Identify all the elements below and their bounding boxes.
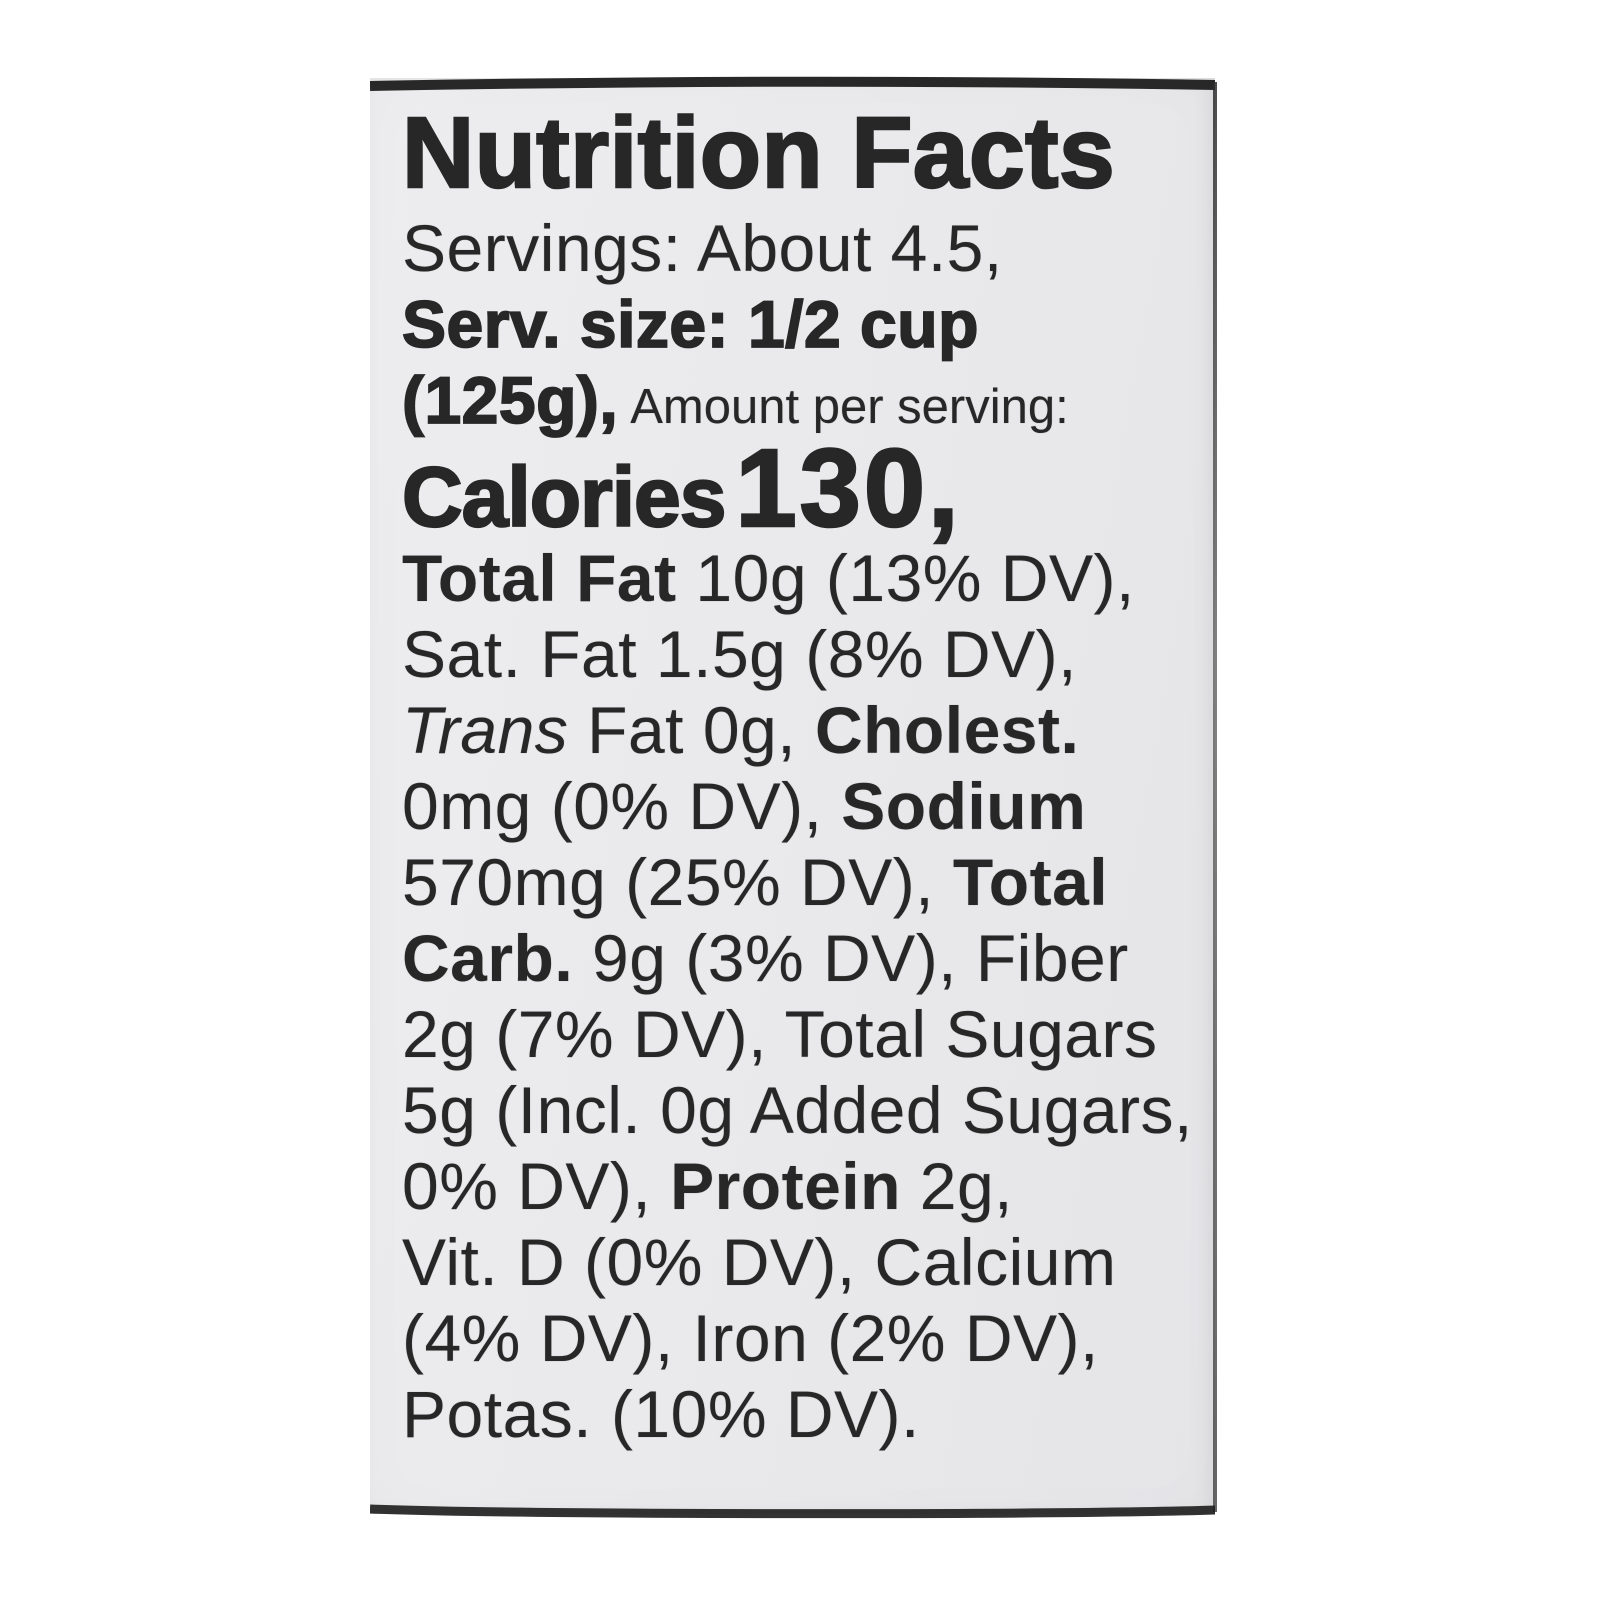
- label-line: 570mg (25% DV), Total: [402, 844, 1195, 920]
- text-segment: Serv. size: 1/2 cup: [401, 286, 979, 362]
- label-line: Carb. 9g (3% DV), Fiber: [402, 920, 1195, 996]
- label-line: Potas. (10% DV).: [402, 1376, 1195, 1452]
- text-segment: 2g (7% DV), Total Sugars: [402, 997, 1158, 1071]
- nutrition-facts-text: Nutrition Facts Servings: About 4.5, Serv.…: [401, 96, 1195, 1452]
- text-segment: Vit. D (0% DV), Calcium: [402, 1225, 1117, 1299]
- label-line: (125g), Amount per serving:: [401, 362, 1195, 438]
- label-line: 0% DV), Protein 2g,: [402, 1148, 1195, 1224]
- label-line: (4% DV), Iron (2% DV),: [402, 1300, 1195, 1376]
- text-segment: 570mg (25% DV),: [402, 845, 953, 919]
- text-segment: Amount per serving:: [630, 380, 1069, 434]
- text-segment: Trans: [402, 693, 569, 767]
- label-line: 5g (Incl. 0g Added Sugars,: [402, 1072, 1195, 1148]
- label-line: 2g (7% DV), Total Sugars: [402, 996, 1195, 1072]
- text-segment: 0mg (0% DV),: [402, 769, 842, 843]
- text-segment: 10g (13% DV),: [676, 541, 1135, 615]
- text-segment: Nutrition Facts: [401, 96, 1116, 211]
- text-segment: Sat. Fat 1.5g (8% DV),: [402, 617, 1077, 691]
- label-line: Vit. D (0% DV), Calcium: [402, 1224, 1195, 1300]
- text-segment: Calories: [401, 449, 728, 545]
- text-segment: 0% DV),: [402, 1149, 671, 1223]
- text-segment: Potas. (10% DV).: [402, 1377, 920, 1451]
- text-segment: Total Fat: [402, 541, 677, 615]
- label-line: Trans Fat 0g, Cholest.: [402, 692, 1195, 768]
- label-top-edge: [370, 76, 1215, 91]
- nutrition-facts-label: Nutrition Facts Servings: About 4.5, Serv.…: [370, 76, 1217, 1519]
- text-segment: (4% DV), Iron (2% DV),: [402, 1301, 1099, 1375]
- label-line: 0mg (0% DV), Sodium: [402, 768, 1195, 844]
- text-segment: Carb.: [402, 921, 574, 995]
- label-right-edge: [1213, 82, 1217, 1512]
- label-line: Nutrition Facts: [401, 96, 1195, 211]
- text-segment: 2g,: [900, 1149, 1014, 1223]
- text-segment: (125g),: [401, 362, 619, 438]
- text-segment: Servings: About 4.5,: [402, 211, 1003, 285]
- text-segment: 9g (3% DV), Fiber: [573, 921, 1129, 995]
- text-segment: 5g (Incl. 0g Added Sugars,: [402, 1073, 1193, 1147]
- text-segment: 130,: [734, 427, 962, 550]
- label-line: Total Fat 10g (13% DV),: [402, 540, 1195, 616]
- label-line: Serv. size: 1/2 cup: [401, 286, 1195, 362]
- label-line: Sat. Fat 1.5g (8% DV),: [402, 616, 1195, 692]
- label-bottom-edge: [370, 1504, 1215, 1519]
- text-segment: Protein: [670, 1149, 901, 1223]
- label-line: Calories130,: [401, 432, 1195, 545]
- text-segment: Total: [952, 845, 1109, 919]
- text-segment: Cholest.: [814, 693, 1080, 767]
- text-segment: Sodium: [841, 769, 1087, 843]
- label-line: Servings: About 4.5,: [402, 210, 1195, 286]
- text-segment: Fat 0g,: [568, 693, 815, 767]
